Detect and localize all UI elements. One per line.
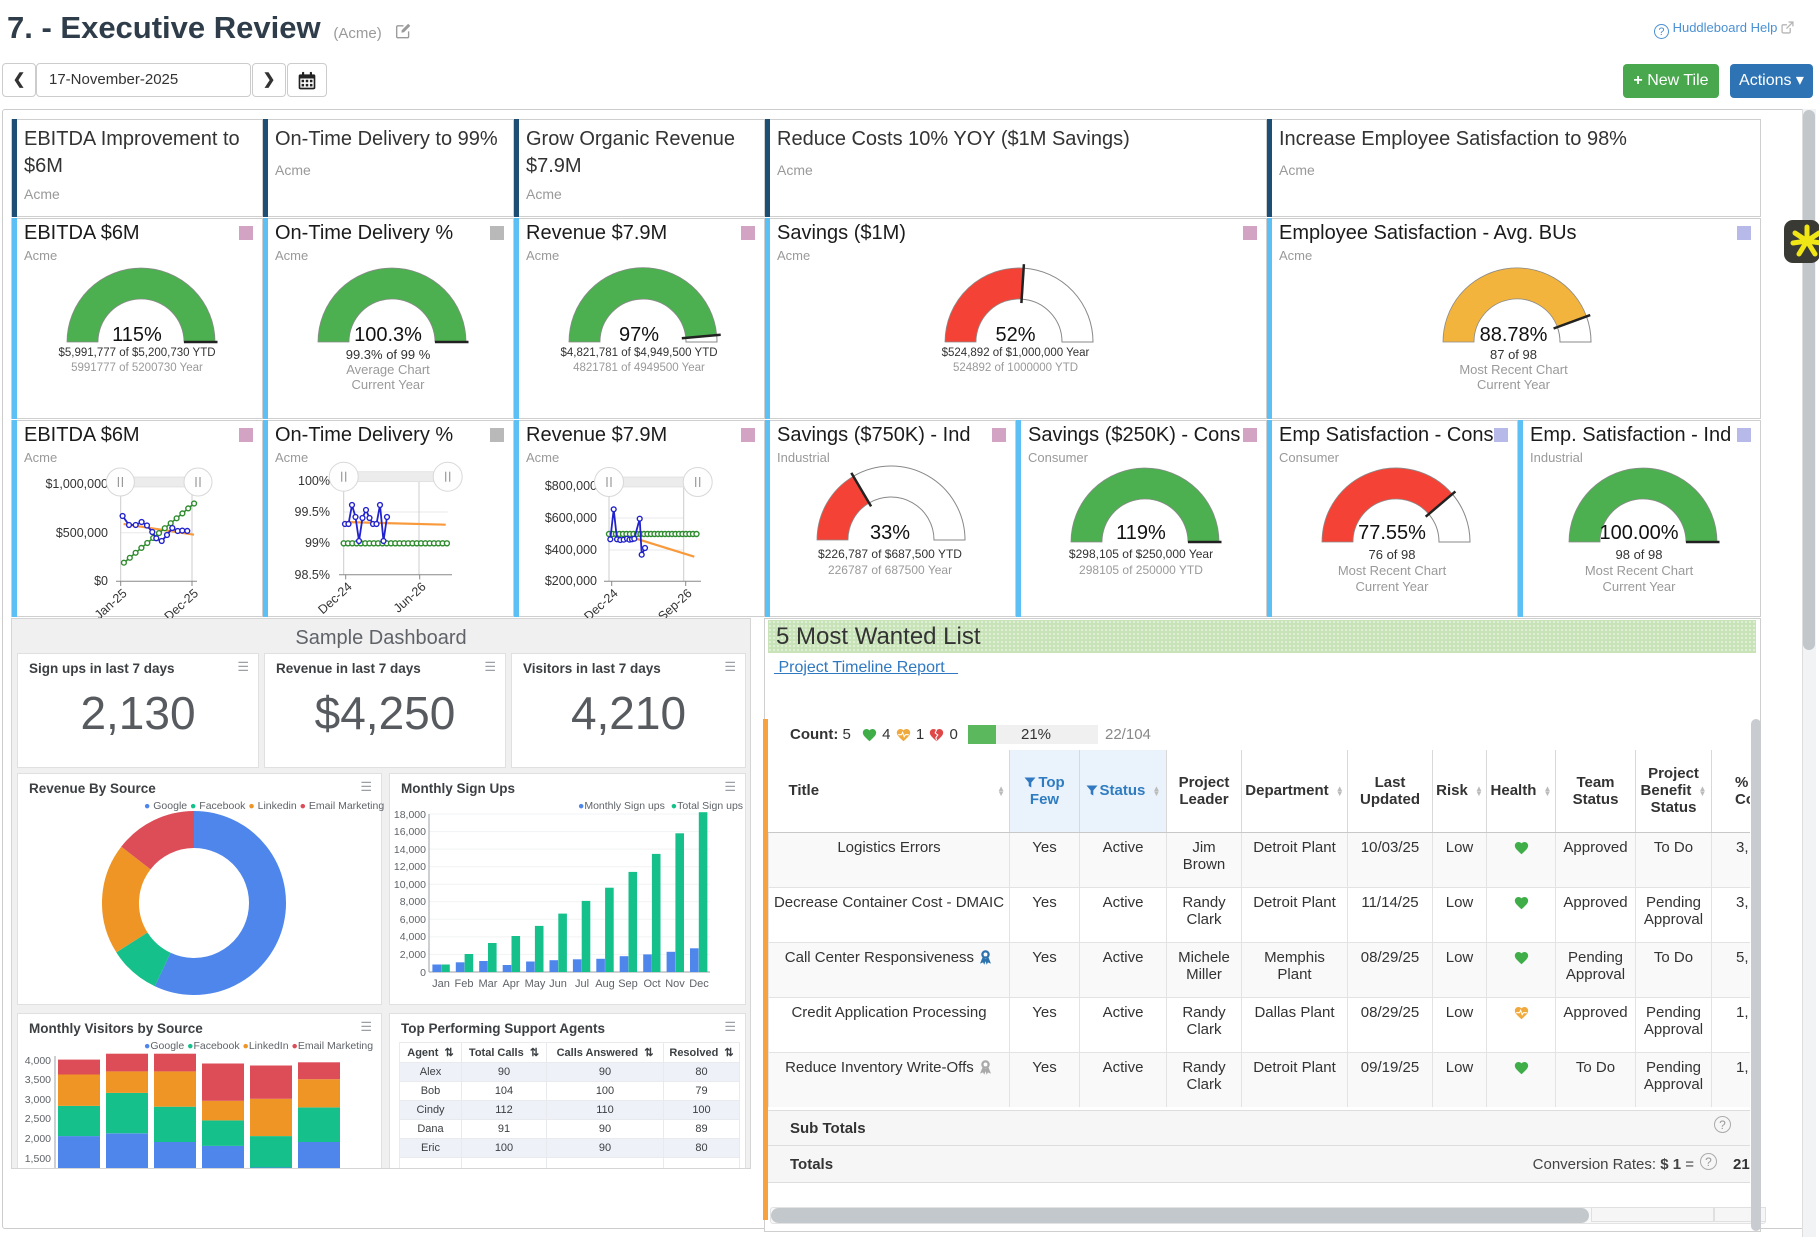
svg-text:Sep: Sep (618, 978, 638, 990)
svg-text:Jun: Jun (549, 978, 567, 990)
svg-text:$1,000,000: $1,000,000 (45, 477, 108, 491)
svg-text:Apr: Apr (502, 978, 519, 990)
svg-text:3,000: 3,000 (25, 1094, 51, 1106)
svg-text:Mar: Mar (479, 978, 498, 990)
svg-text:3,500: 3,500 (25, 1074, 51, 1086)
svg-text:100%: 100% (298, 474, 330, 488)
svg-text:4,000: 4,000 (25, 1055, 51, 1067)
svg-text:Jun-26: Jun-26 (391, 580, 429, 616)
svg-text:99%: 99% (305, 536, 330, 550)
svg-text:$400,000: $400,000 (545, 543, 597, 557)
svg-text:$0: $0 (94, 574, 108, 588)
svg-text:Jan: Jan (432, 978, 450, 990)
svg-text:18,000: 18,000 (394, 810, 426, 821)
svg-text:12,000: 12,000 (394, 861, 426, 873)
svg-text:May: May (525, 978, 546, 990)
svg-text:1,500: 1,500 (25, 1153, 51, 1165)
svg-text:$600,000: $600,000 (545, 511, 597, 525)
svg-text:2,500: 2,500 (25, 1113, 51, 1125)
svg-text:$200,000: $200,000 (545, 574, 597, 588)
svg-text:Jul: Jul (575, 978, 589, 990)
svg-text:4,000: 4,000 (400, 931, 426, 943)
svg-text:Aug: Aug (595, 978, 615, 990)
svg-text:10,000: 10,000 (394, 879, 426, 891)
svg-text:6,000: 6,000 (400, 914, 426, 926)
svg-text:Jan-25: Jan-25 (92, 586, 130, 622)
svg-text:Oct: Oct (643, 978, 660, 990)
svg-text:99.5%: 99.5% (295, 505, 330, 519)
svg-text:Nov: Nov (665, 978, 685, 990)
svg-text:14,000: 14,000 (394, 844, 426, 856)
svg-text:Dec: Dec (689, 978, 709, 990)
svg-text:98.5%: 98.5% (295, 568, 330, 582)
svg-text:$500,000: $500,000 (56, 526, 108, 540)
svg-text:2,000: 2,000 (400, 949, 426, 961)
svg-text:0: 0 (420, 967, 426, 979)
svg-text:2,000: 2,000 (25, 1133, 51, 1145)
svg-text:8,000: 8,000 (400, 896, 426, 908)
svg-text:$800,000: $800,000 (545, 479, 597, 493)
svg-text:Dec-24: Dec-24 (315, 579, 354, 616)
svg-text:16,000: 16,000 (394, 826, 426, 838)
svg-text:Feb: Feb (455, 978, 474, 990)
